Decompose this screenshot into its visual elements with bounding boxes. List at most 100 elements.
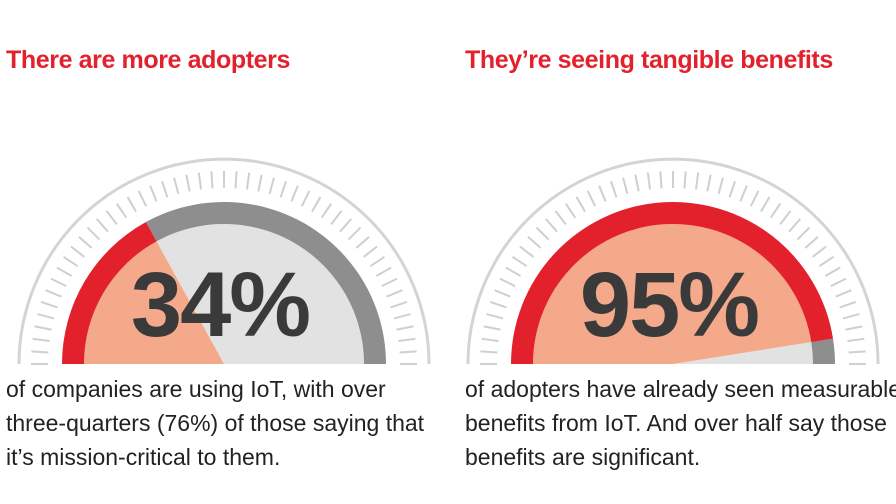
gauge-tick bbox=[505, 266, 522, 277]
gauge-tick bbox=[586, 190, 597, 207]
gauge-tick bbox=[527, 235, 542, 249]
gauge-tick bbox=[210, 171, 214, 189]
gauge-value-fill bbox=[84, 241, 224, 364]
gauge-tick bbox=[554, 210, 567, 225]
gauge-tick bbox=[173, 177, 180, 195]
gauge-value-band bbox=[62, 222, 157, 364]
gauge-tick bbox=[769, 202, 782, 219]
gauge-tick bbox=[788, 218, 802, 233]
gauge-tick bbox=[847, 337, 865, 343]
gauge-tick bbox=[622, 177, 629, 195]
gauge-tick bbox=[818, 255, 835, 268]
benefits-caption: of adopters have already seen measurable… bbox=[465, 372, 896, 474]
gauge-tick bbox=[779, 210, 792, 225]
benefits-panel: They’re seeing tangible benefits 95% of … bbox=[448, 0, 896, 504]
gauge-value-label: 34% bbox=[131, 254, 309, 356]
gauge-tick bbox=[575, 196, 586, 213]
gauge-tick bbox=[804, 235, 819, 249]
gauge-tick bbox=[56, 266, 73, 277]
gauge-tick bbox=[399, 350, 417, 354]
gauge-tick bbox=[161, 180, 169, 198]
gauge-value-label: 95% bbox=[580, 254, 758, 356]
gauge-tick bbox=[824, 266, 841, 277]
gauge-tick bbox=[268, 177, 275, 195]
gauge-tick bbox=[634, 174, 640, 192]
gauge-tick bbox=[511, 255, 528, 268]
gauge-tick bbox=[706, 174, 712, 192]
gauge-tick bbox=[355, 235, 370, 249]
gauge-tick bbox=[830, 277, 847, 288]
adopters-panel: There are more adopters 34% of companies… bbox=[6, 46, 446, 474]
gauge-tick bbox=[137, 190, 148, 207]
gauge-tick bbox=[40, 301, 58, 309]
gauge-tick bbox=[598, 185, 607, 202]
gauge-remainder-fill bbox=[156, 224, 364, 364]
caption-line: benefits from IoT. And over half say tho… bbox=[465, 410, 887, 436]
adopters-caption: of companies are using IoT, with over th… bbox=[6, 372, 446, 474]
gauge-remainder-band bbox=[811, 338, 835, 364]
gauge-tick bbox=[390, 301, 408, 309]
gauge-tick bbox=[683, 171, 687, 189]
gauge-tick bbox=[393, 313, 411, 320]
gauge-tick bbox=[300, 190, 311, 207]
adopters-heading: There are more adopters bbox=[6, 46, 290, 74]
gauge-tick bbox=[62, 255, 79, 268]
gauge-frame bbox=[466, 157, 880, 365]
gauge-tick bbox=[45, 289, 62, 298]
gauge-frame bbox=[17, 157, 431, 365]
gauge-tick bbox=[646, 172, 652, 190]
gauge-tick bbox=[70, 245, 85, 258]
gauge-tick bbox=[796, 226, 811, 241]
gauge-tick bbox=[483, 325, 501, 331]
gauge-tick bbox=[50, 277, 67, 288]
gauge-tick bbox=[234, 171, 238, 189]
gauge-tick bbox=[694, 172, 700, 190]
gauge-tick bbox=[320, 202, 333, 219]
gauge-tick bbox=[749, 190, 760, 207]
gauge-tick bbox=[37, 313, 55, 320]
benefits-gauge: 95% bbox=[466, 157, 880, 365]
gauge-remainder-fill bbox=[673, 342, 813, 364]
caption-line: three-quarters (76%) of those saying tha… bbox=[6, 410, 425, 436]
gauge-tick bbox=[347, 226, 362, 241]
gauge-tick bbox=[339, 218, 353, 233]
gauge-tick bbox=[519, 245, 534, 258]
gauge-tick bbox=[480, 350, 498, 354]
gauge-tick bbox=[494, 289, 511, 298]
gauge-tick bbox=[398, 337, 416, 343]
caption-line: benefits are significant. bbox=[465, 444, 701, 470]
gauge-tick bbox=[760, 196, 771, 213]
gauge-tick bbox=[369, 255, 386, 268]
gauge-tick bbox=[330, 210, 343, 225]
gauge-tick bbox=[486, 313, 504, 320]
gauge-tick bbox=[848, 350, 866, 354]
gauge-tick bbox=[185, 174, 191, 192]
gauge-value-band bbox=[511, 201, 834, 364]
gauge-tick bbox=[839, 301, 857, 309]
gauge-tick bbox=[197, 172, 203, 190]
gauge-tick bbox=[842, 313, 860, 320]
gauge-tick bbox=[86, 226, 101, 241]
gauge-tick bbox=[149, 185, 158, 202]
gauge-tick bbox=[481, 337, 499, 343]
gauge-tick bbox=[717, 177, 724, 195]
gauge-tick bbox=[363, 245, 378, 258]
gauge-tick bbox=[115, 202, 128, 219]
gauge-tick bbox=[311, 196, 322, 213]
caption-line: of adopters have already seen measurable bbox=[465, 376, 896, 402]
gauge-tick bbox=[499, 277, 516, 288]
gauge-tick bbox=[34, 325, 52, 331]
gauge-tick bbox=[245, 172, 251, 190]
gauge-tick bbox=[95, 218, 109, 233]
gauge-value-fill bbox=[533, 224, 812, 364]
gauge-tick bbox=[126, 196, 137, 213]
gauge-tick bbox=[386, 289, 403, 298]
gauge-tick bbox=[610, 180, 618, 198]
caption-line: of companies are using IoT, with over bbox=[6, 376, 386, 402]
gauge-tick bbox=[32, 337, 50, 343]
gauge-tick bbox=[279, 180, 287, 198]
gauge-tick bbox=[381, 277, 398, 288]
gauge-tick bbox=[845, 325, 863, 331]
gauge-tick bbox=[544, 218, 558, 233]
gauge-tick bbox=[835, 289, 852, 298]
